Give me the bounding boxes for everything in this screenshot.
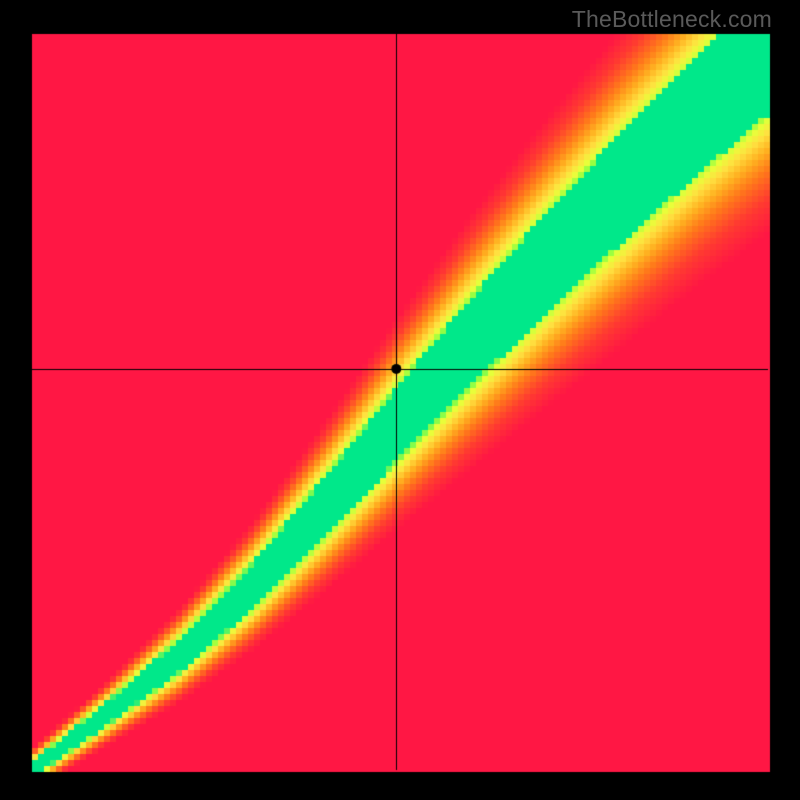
chart-frame: TheBottleneck.com — [0, 0, 800, 800]
watermark-text: TheBottleneck.com — [572, 6, 772, 33]
heatmap-canvas — [0, 0, 800, 800]
